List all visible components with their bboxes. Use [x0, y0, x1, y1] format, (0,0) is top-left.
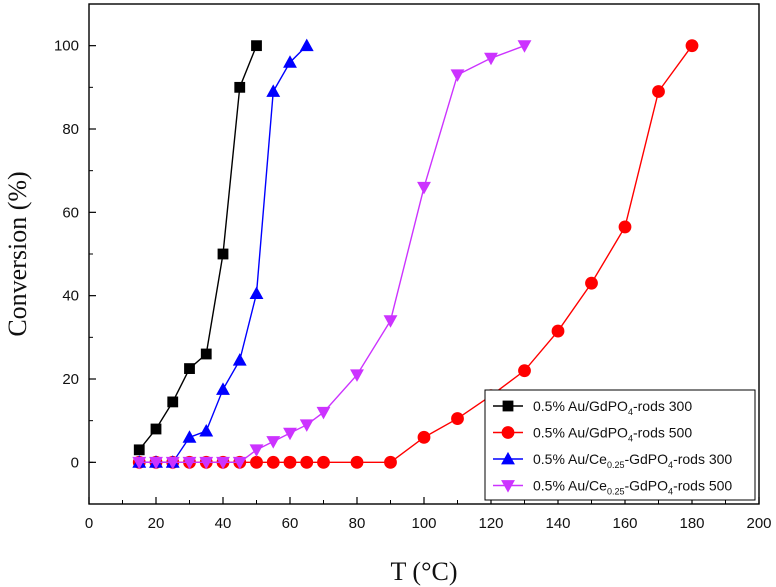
data-point-1-20 — [618, 220, 632, 234]
y-tick-label-3: 60 — [62, 204, 79, 221]
y-tick-label-1: 20 — [62, 371, 79, 388]
data-point-0-5 — [217, 248, 229, 260]
data-point-3-8 — [266, 436, 281, 449]
y-tick-label-2: 40 — [62, 288, 79, 305]
data-point-3-17 — [517, 40, 532, 53]
data-point-3-9 — [283, 427, 297, 441]
series-line-0 — [138, 45, 258, 451]
series-layer — [132, 38, 699, 470]
data-point-1-10 — [300, 455, 314, 469]
data-point-1-18 — [551, 324, 565, 338]
data-point-3-6 — [232, 456, 247, 470]
legend-label-0: 0.5% Au/GdPO4-rods 300 — [533, 398, 692, 417]
data-point-0-7 — [251, 40, 262, 52]
data-point-3-3 — [182, 456, 197, 470]
data-point-0-4 — [200, 348, 212, 360]
legend: 0.5% Au/GdPO4-rods 300 0.5% Au/GdPO4-rods… — [484, 389, 756, 501]
data-point-3-2 — [165, 456, 180, 470]
x-tick-label-9: 180 — [679, 515, 704, 532]
data-point-3-13 — [383, 315, 398, 328]
x-tick-label-4: 80 — [349, 515, 366, 532]
x-tick-label-6: 120 — [478, 515, 503, 532]
x-tick-label-0: 0 — [85, 515, 93, 532]
data-point-1-17 — [518, 364, 531, 378]
data-point-3-16 — [484, 52, 498, 66]
legend-marker-3 — [501, 480, 515, 493]
data-point-2-6 — [232, 353, 247, 366]
data-point-2-5 — [216, 382, 230, 395]
y-tick-label-4: 80 — [62, 121, 79, 138]
series-0 — [133, 40, 262, 456]
data-point-1-8 — [266, 455, 280, 469]
data-point-3-7 — [249, 444, 264, 457]
data-point-1-21 — [652, 85, 665, 98]
data-point-0-6 — [234, 81, 246, 93]
data-point-1-22 — [685, 39, 699, 53]
data-point-1-9 — [283, 455, 297, 469]
y-tick-label-0: 0 — [71, 454, 79, 471]
data-point-2-8 — [266, 84, 281, 97]
x-tick-label-8: 160 — [612, 515, 637, 532]
y-tick-label-5: 100 — [54, 38, 79, 55]
x-tick-label-2: 40 — [215, 515, 232, 532]
legend-marker-1 — [501, 426, 515, 439]
data-point-2-3 — [182, 430, 197, 443]
data-point-1-11 — [317, 455, 330, 469]
data-point-0-1 — [150, 423, 162, 435]
data-point-2-10 — [299, 38, 314, 52]
data-point-1-12 — [350, 455, 364, 469]
data-point-1-15 — [451, 412, 464, 425]
data-point-3-12 — [350, 369, 364, 382]
x-axis-title: T (°C) — [391, 557, 458, 586]
x-tick-label-10: 200 — [746, 515, 771, 532]
data-point-3-14 — [417, 181, 431, 195]
x-tick-label-3: 60 — [282, 515, 299, 532]
data-point-3-1 — [149, 456, 163, 470]
data-point-0-2 — [167, 396, 179, 408]
data-point-0-3 — [184, 363, 195, 374]
legend-label-3: 0.5% Au/Ce0.25-GdPO4-rods 500 — [533, 478, 732, 497]
data-point-3-4 — [199, 456, 214, 470]
y-axis-title: Conversion (%) — [3, 171, 32, 336]
data-point-3-5 — [216, 456, 230, 470]
x-tick-label-7: 140 — [545, 515, 570, 532]
legend-marker-2 — [501, 451, 515, 465]
data-point-0-0 — [133, 444, 145, 456]
legend-box — [484, 389, 756, 501]
x-tick-label-1: 20 — [148, 515, 165, 532]
data-point-1-19 — [585, 276, 598, 290]
data-point-3-10 — [299, 419, 314, 432]
data-point-1-7 — [250, 455, 263, 469]
x-tick-label-5: 100 — [411, 515, 436, 532]
legend-label-2: 0.5% Au/Ce0.25-GdPO4-rods 300 — [533, 451, 732, 470]
data-point-2-9 — [283, 55, 297, 68]
legend-label-1: 0.5% Au/GdPO4-rods 500 — [533, 425, 692, 444]
data-point-2-7 — [249, 286, 264, 299]
data-point-2-4 — [199, 424, 214, 437]
data-point-3-0 — [132, 456, 147, 470]
data-point-3-15 — [450, 69, 465, 82]
series-line-3 — [139, 45, 525, 464]
series-3 — [132, 40, 532, 470]
data-point-1-14 — [417, 430, 431, 444]
legend-marker-0 — [502, 400, 514, 412]
data-point-1-13 — [384, 455, 397, 469]
data-point-3-11 — [316, 406, 331, 420]
